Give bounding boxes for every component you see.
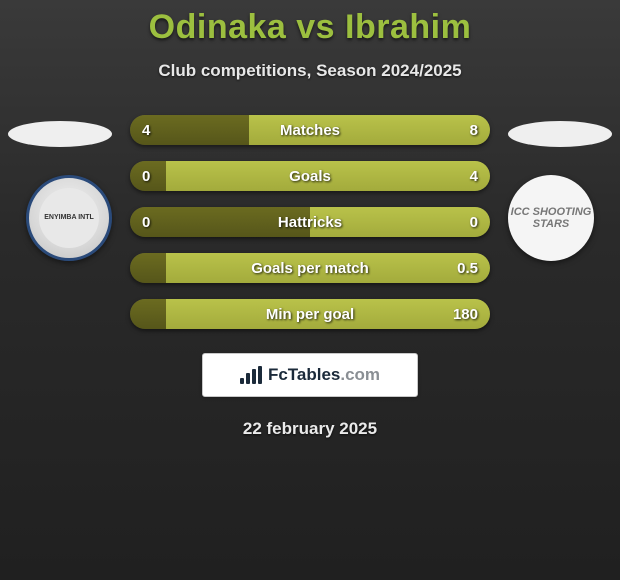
- stat-row: 04Goals: [130, 161, 490, 191]
- stat-track: [130, 161, 490, 191]
- brand-text: FcTables.com: [268, 365, 380, 385]
- stat-seg-left: [130, 207, 310, 237]
- stat-seg-left: [130, 115, 249, 145]
- brand-box[interactable]: FcTables.com: [202, 353, 418, 397]
- stat-row: 0.5Goals per match: [130, 253, 490, 283]
- stat-bars: 48Matches 04Goals 00Hattricks 0.5Goals per …: [130, 115, 490, 345]
- club-badge-right-label: ICC SHOOTING STARS: [508, 206, 594, 230]
- stat-track: [130, 207, 490, 237]
- stat-seg-right: [249, 115, 490, 145]
- stat-seg-left: [130, 161, 166, 191]
- stat-seg-left: [130, 299, 166, 329]
- club-badge-left: ENYIMBA INTL: [26, 175, 112, 261]
- stat-seg-right: [166, 253, 490, 283]
- stat-seg-left: [130, 253, 166, 283]
- stat-row: 180Min per goal: [130, 299, 490, 329]
- club-badge-left-label: ENYIMBA INTL: [39, 188, 99, 248]
- subtitle: Club competitions, Season 2024/2025: [0, 61, 620, 81]
- stat-seg-right: [166, 299, 490, 329]
- date-caption: 22 february 2025: [0, 419, 620, 439]
- stat-row: 48Matches: [130, 115, 490, 145]
- stat-seg-right: [166, 161, 490, 191]
- stat-seg-right: [310, 207, 490, 237]
- comparison-arena: ENYIMBA INTL ICC SHOOTING STARS 48Matche…: [0, 115, 620, 335]
- club-badge-right: ICC SHOOTING STARS: [508, 175, 594, 261]
- player-oval-left: [8, 121, 112, 147]
- stat-track: [130, 115, 490, 145]
- stat-track: [130, 299, 490, 329]
- player-oval-right: [508, 121, 612, 147]
- stat-track: [130, 253, 490, 283]
- page-title: Odinaka vs Ibrahim: [0, 0, 620, 47]
- brand-chart-icon: [240, 366, 262, 384]
- stat-row: 00Hattricks: [130, 207, 490, 237]
